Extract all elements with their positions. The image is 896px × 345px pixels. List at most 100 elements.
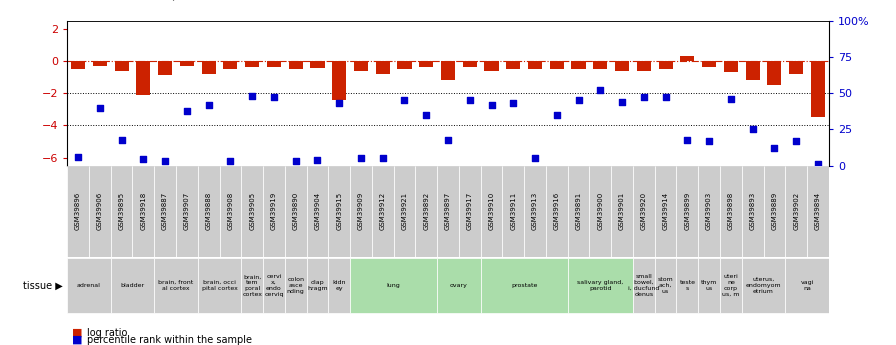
Text: GSM39913: GSM39913	[532, 192, 538, 230]
Point	[549, 112, 564, 118]
Point	[180, 108, 194, 113]
Bar	[593, 61, 607, 69]
Point	[462, 98, 477, 103]
Bar	[698, 166, 720, 257]
Point	[92, 105, 107, 110]
Text: brain, front
al cortex: brain, front al cortex	[159, 280, 194, 291]
Text: GSM39916: GSM39916	[554, 192, 560, 230]
Text: stom
ach,
us: stom ach, us	[658, 277, 674, 294]
Text: salivary gland,
parotid: salivary gland, parotid	[577, 280, 624, 291]
Text: GSM39895: GSM39895	[118, 192, 125, 230]
Bar	[158, 61, 172, 76]
Bar	[724, 61, 738, 72]
Bar	[67, 258, 111, 313]
Bar	[372, 166, 393, 257]
Point	[289, 158, 303, 163]
Text: GSM39909: GSM39909	[358, 192, 364, 230]
Bar	[745, 61, 760, 80]
Bar	[416, 166, 437, 257]
Bar	[528, 61, 542, 69]
Bar	[676, 166, 698, 257]
Point	[485, 102, 499, 108]
Bar	[89, 166, 111, 257]
Bar	[133, 166, 154, 257]
Text: kidn
ey: kidn ey	[332, 280, 346, 291]
Text: brain, occi
pital cortex: brain, occi pital cortex	[202, 280, 237, 291]
Point	[659, 95, 673, 100]
Text: prostate: prostate	[511, 283, 538, 288]
Text: GSM39915: GSM39915	[336, 192, 342, 230]
Bar	[136, 61, 151, 95]
Bar	[263, 166, 285, 257]
Bar	[611, 166, 633, 257]
Bar	[267, 61, 281, 67]
Bar	[742, 166, 763, 257]
Point	[572, 98, 586, 103]
Bar	[332, 61, 346, 100]
Text: ■: ■	[72, 328, 82, 338]
Point	[202, 102, 216, 108]
Bar	[441, 61, 455, 80]
Text: vagi
na: vagi na	[800, 280, 814, 291]
Bar	[655, 258, 676, 313]
Point	[506, 100, 521, 106]
Text: uterus,
endomyom
etrium: uterus, endomyom etrium	[745, 277, 781, 294]
Bar	[459, 166, 480, 257]
Text: GSM39906: GSM39906	[97, 192, 103, 230]
Bar	[375, 61, 390, 74]
Bar	[659, 61, 673, 69]
Text: GSM39889: GSM39889	[771, 192, 778, 230]
Bar	[720, 166, 742, 257]
Bar	[241, 258, 263, 313]
Bar	[71, 61, 85, 69]
Bar	[263, 258, 285, 313]
Bar	[590, 166, 611, 257]
Bar	[246, 61, 259, 67]
Text: GDS1085 / 14658: GDS1085 / 14658	[103, 0, 226, 2]
Bar	[115, 61, 129, 71]
Text: GSM39907: GSM39907	[184, 192, 190, 230]
Text: GSM39898: GSM39898	[728, 192, 734, 230]
Bar	[202, 61, 216, 74]
Text: GSM39918: GSM39918	[141, 192, 146, 230]
Text: teste
s: teste s	[679, 280, 695, 291]
Point	[354, 155, 368, 160]
Bar	[419, 61, 434, 67]
Bar	[568, 166, 590, 257]
Text: ovary: ovary	[450, 283, 468, 288]
Text: tissue ▶: tissue ▶	[23, 280, 63, 290]
Text: log ratio: log ratio	[87, 328, 127, 338]
Bar	[306, 166, 328, 257]
Bar	[398, 61, 411, 69]
Bar	[720, 258, 742, 313]
Text: GSM39912: GSM39912	[380, 192, 385, 230]
Text: GSM39903: GSM39903	[706, 192, 712, 230]
Point	[680, 137, 694, 142]
Bar	[328, 166, 350, 257]
Bar	[811, 61, 825, 117]
Bar	[154, 166, 176, 257]
Text: brain,
tem
poral
cortex: brain, tem poral cortex	[242, 274, 263, 297]
Text: small
bowel,
i, ducfund
denus: small bowel, i, ducfund denus	[628, 274, 659, 297]
Point	[245, 93, 259, 99]
Bar	[485, 61, 498, 71]
Bar	[306, 258, 328, 313]
Bar	[789, 61, 803, 74]
Text: uteri
ne
corp
us, m: uteri ne corp us, m	[722, 274, 739, 297]
Text: GSM39902: GSM39902	[793, 192, 799, 230]
Text: bladder: bladder	[120, 283, 144, 288]
Point	[615, 99, 629, 105]
Bar	[524, 166, 546, 257]
Text: GSM39900: GSM39900	[598, 192, 603, 230]
Bar	[742, 258, 785, 313]
Point	[593, 88, 607, 93]
Text: GSM39890: GSM39890	[293, 192, 298, 230]
Point	[267, 95, 281, 100]
Bar	[328, 258, 350, 313]
Bar	[807, 166, 829, 257]
Point	[375, 156, 390, 161]
Bar	[220, 166, 241, 257]
Bar	[633, 258, 655, 313]
Bar	[241, 166, 263, 257]
Bar	[763, 166, 785, 257]
